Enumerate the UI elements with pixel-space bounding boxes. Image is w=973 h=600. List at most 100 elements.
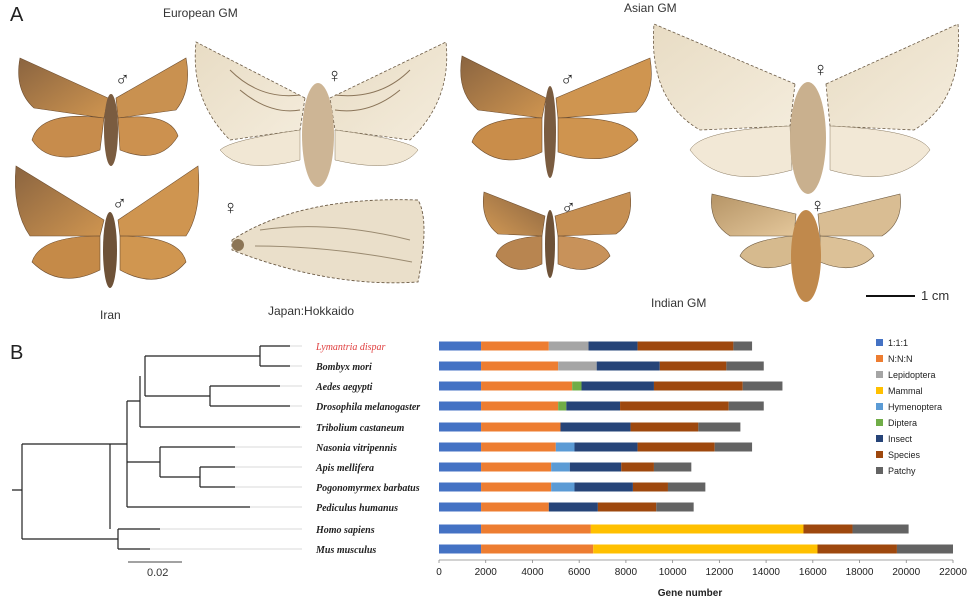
bar-segment — [620, 401, 729, 411]
bar-segment — [637, 341, 734, 351]
bar-segment — [548, 502, 598, 512]
bar-segment — [581, 381, 654, 391]
legend-item: Insect — [876, 434, 913, 444]
bar-segment — [637, 442, 715, 452]
bar-segment — [439, 462, 482, 472]
taxa-labels: Lymantria dispar Bombyx mori Aedes aegypti… — [315, 342, 420, 556]
x-tick-label: 14000 — [752, 567, 780, 578]
female-symbol-1: ♀ — [327, 65, 342, 87]
bar-groups — [439, 341, 953, 554]
x-tick-label: 6000 — [568, 567, 591, 578]
bar-segment — [803, 524, 853, 534]
moth-indian-male — [483, 191, 631, 278]
legend-label: Diptera — [888, 418, 917, 428]
bar-segment — [656, 502, 694, 512]
bar-row — [439, 442, 753, 452]
bar-segment — [439, 524, 482, 534]
bar-segment — [439, 502, 482, 512]
legend-item: Patchy — [876, 466, 916, 476]
bar-segment — [439, 381, 482, 391]
taxon-label: Nasonia vitripennis — [315, 443, 397, 454]
bar-segment — [714, 442, 753, 452]
bar-segment — [481, 462, 552, 472]
x-tick-label: 12000 — [705, 567, 733, 578]
bar-segment — [569, 462, 622, 472]
bar-segment — [728, 401, 764, 411]
bar-segment — [560, 422, 631, 432]
bar-segment — [653, 462, 692, 472]
tree-guides — [150, 345, 302, 550]
legend-item: 1:1:1 — [876, 338, 908, 348]
legend-label: N:N:N — [888, 354, 913, 364]
legend-label: Species — [888, 450, 921, 460]
legend-label: Mammal — [888, 386, 923, 396]
european-gm-label: European GM — [163, 6, 238, 20]
male-symbol-1: ♂ — [115, 69, 130, 91]
female-symbol-4: ♀ — [810, 195, 825, 217]
bar-segment — [742, 381, 783, 391]
taxon-label: Tribolium castaneum — [316, 423, 404, 434]
male-symbol-4: ♂ — [561, 197, 576, 219]
legend-swatch — [876, 435, 883, 442]
x-tick-label: 20000 — [892, 567, 920, 578]
bar-segment — [597, 502, 657, 512]
moth-asian-female — [653, 23, 960, 194]
moth-japan-female — [231, 199, 425, 284]
taxon-label: Aedes aegypti — [315, 382, 373, 393]
legend-item: Species — [876, 450, 921, 460]
bar-segment — [481, 442, 556, 452]
bar-row — [439, 462, 692, 472]
x-axis: 0 2000 4000 6000 8000 10000 12000 14000 16000 180… — [436, 559, 967, 578]
bar-segment — [733, 341, 753, 351]
bar-segment — [439, 361, 482, 371]
bar-segment — [439, 482, 482, 492]
bar-segment — [630, 422, 699, 432]
male-symbol-3: ♂ — [560, 69, 575, 91]
bar-segment — [481, 361, 559, 371]
bar-segment — [481, 524, 591, 534]
female-symbol-3: ♀ — [813, 59, 828, 81]
x-tick-label: 22000 — [939, 567, 967, 578]
bar-segment — [852, 524, 909, 534]
bar-row — [439, 544, 953, 554]
indian-gm-label: Indian GM — [651, 296, 707, 310]
bar-segment — [896, 544, 953, 554]
bar-row — [439, 361, 764, 371]
bar-segment — [439, 341, 482, 351]
legend: 1:1:1 N:N:N Lepidoptera Mammal Hymenoptera Di… — [876, 338, 942, 476]
x-tick-label: 16000 — [799, 567, 827, 578]
legend-swatch — [876, 339, 883, 346]
x-tick-label: 8000 — [615, 567, 638, 578]
bar-row — [439, 401, 764, 411]
bar-segment — [555, 442, 575, 452]
legend-item: N:N:N — [876, 354, 913, 364]
bar-segment — [439, 544, 482, 554]
bar-segment — [574, 482, 633, 492]
legend-item: Hymenoptera — [876, 402, 942, 412]
legend-label: 1:1:1 — [888, 338, 908, 348]
bar-segment — [481, 341, 549, 351]
bar-segment — [548, 341, 589, 351]
x-tick-label: 4000 — [521, 567, 544, 578]
asian-gm-label: Asian GM — [624, 1, 677, 15]
bar-segment — [551, 482, 575, 492]
x-tick-label: 0 — [436, 567, 442, 578]
moth-indian-female — [711, 193, 901, 302]
iran-label: Iran — [100, 308, 121, 322]
bar-segment — [481, 544, 594, 554]
moth-photographs: ♂ ♀ ♂ ♀ ♂ ♀ — [15, 23, 960, 302]
legend-label: Patchy — [888, 466, 916, 476]
bar-segment — [621, 462, 654, 472]
bar-row — [439, 524, 909, 534]
moth-asian-male — [460, 55, 652, 178]
bar-segment — [596, 361, 660, 371]
bar-row — [439, 422, 741, 432]
female-symbol-2: ♀ — [223, 197, 238, 219]
taxon-label: Apis mellifera — [315, 463, 374, 474]
legend-label: Lepidoptera — [888, 370, 936, 380]
japan-hokkaido-label: Japan:Hokkaido — [268, 304, 355, 318]
bar-segment — [481, 401, 559, 411]
bar-row — [439, 341, 753, 351]
bar-segment — [566, 401, 621, 411]
bar-segment — [558, 361, 597, 371]
